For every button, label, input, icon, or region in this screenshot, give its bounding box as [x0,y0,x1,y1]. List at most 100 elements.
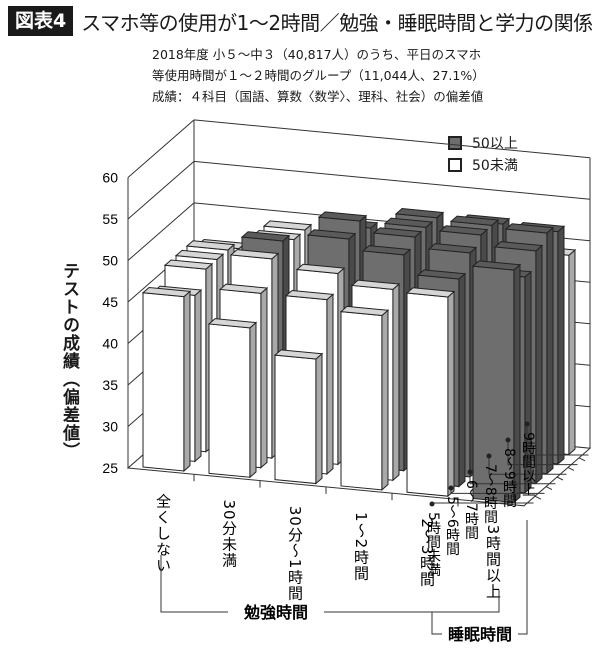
bar-top [471,260,522,271]
bar-side [392,282,400,482]
z-category-label: 6～7時間 [463,480,479,541]
bar-side [249,321,257,479]
bar-top [504,223,555,234]
bar-side [260,286,268,469]
y-tick-label: 50 [102,253,118,269]
legend: 50以上 50未満 [448,132,518,176]
x-category-label: 1～2時間 [352,512,370,581]
z-leader-line [469,472,556,485]
z-tick [567,466,575,471]
bar-side [535,244,543,485]
gridline [127,161,195,220]
bar-top [207,318,258,329]
bar-top [405,287,456,298]
x-category-label: 全くしない [154,492,172,573]
z-leader-dot-icon [505,437,511,443]
bar-side [546,226,554,475]
x-bracket [324,590,500,613]
z-leader-line [488,456,567,475]
z-leader-dot-icon [486,453,492,459]
z-leader-line [526,424,589,456]
bar-top [394,208,445,219]
y-tick-label: 30 [102,419,118,435]
legend-label: 50未満 [472,158,518,174]
y-tick-label: 25 [102,460,118,476]
z-tick [578,457,586,462]
x-bracket [160,555,228,613]
z-category-label: 5～6時間 [444,496,460,557]
z-category-label: 8～9時間 [501,448,517,509]
subtitle-line-3: 成績：４科目（国語、算数〈数学〉、理科、社会）の偏差値 [152,89,484,104]
bar-top [295,263,346,274]
y-axis-label: テストの成績（偏差値） [59,262,79,460]
bar-side [447,290,455,498]
figure-badge: 図表4 [8,6,74,36]
bar-front [406,292,449,497]
bar-top [350,279,401,290]
bar-top [339,305,390,317]
y-tick-label: 40 [102,336,118,352]
z-bracket [431,612,442,635]
z-tick [534,495,542,500]
bar-top [306,229,357,240]
z-leader-dot-icon [429,501,435,507]
legend-item-low: 50未満 [448,154,518,176]
bar-top [383,217,434,228]
y-tick-label: 45 [102,294,118,310]
bar-top [427,243,478,254]
y-tick-label: 35 [102,377,118,393]
bar-top [240,231,291,242]
bar-top [284,289,335,301]
bar-top [416,269,467,280]
bar-front [142,292,185,472]
bar-top [262,220,313,231]
bar-side [315,352,323,485]
bar-top [218,283,269,294]
z-axis-label: 睡眠時間 [448,625,512,644]
z-leader-dot-icon [524,421,530,427]
bar-front [274,354,317,485]
gridline [127,202,195,261]
gridline [193,119,591,159]
z-tick [545,486,553,491]
z-category-label: 9時間以上 [520,432,536,497]
bar-side [557,225,565,466]
x-axis-label: 勉強時間 [243,603,308,622]
chart-title-block: 図表4 スマホ等の使用が1～2時間／勉強・睡眠時間と学力の関係 [8,6,593,36]
z-category-label: 5時間未満 [425,512,441,577]
z-tick [556,476,564,481]
gridline [193,160,591,200]
bar-side [194,288,202,463]
gridline [127,119,195,178]
bar-top [185,240,236,251]
bar-side [183,290,191,473]
bar-top [317,211,368,222]
bar-side [458,272,466,488]
bar-top [141,286,192,298]
bar-top [493,241,544,252]
bar-side [381,309,389,491]
bar-front [340,311,383,491]
legend-swatch-gray-icon [448,136,462,150]
x-category-label: 2～3時間 [418,518,436,587]
y-tick-label: 55 [102,211,118,227]
bar-side [568,248,576,456]
legend-swatch-white-icon [448,158,462,172]
x-category-label: 30分～1時間 [286,506,304,602]
bar-top [229,249,280,260]
x-category-label: 3時間以上 [484,525,502,600]
subtitle-line-1: 2018年度 小５～中３（40,817人）のうち、平日のスマホ [152,47,482,62]
z-category-label: 7～8時間 [482,464,498,525]
chart-title: スマホ等の使用が1～2時間／勉強・睡眠時間と学力の関係 [81,10,593,35]
z-leader-dot-icon [467,469,473,475]
subtitle-line-2: 等使用時間が１～２時間のグループ（11,044人、27.1%） [152,68,485,83]
bar-top [273,349,324,360]
z-bracket [518,520,528,635]
chart-subtitle: 2018年度 小５～中３（40,817人）のうち、平日のスマホ 等使用時間が１～… [152,44,485,107]
x-category-label: 30分未満 [220,499,238,568]
bar-top [163,259,214,270]
z-leader-line [507,440,578,466]
bar-top [372,227,423,238]
y-tick-label: 60 [102,170,118,186]
